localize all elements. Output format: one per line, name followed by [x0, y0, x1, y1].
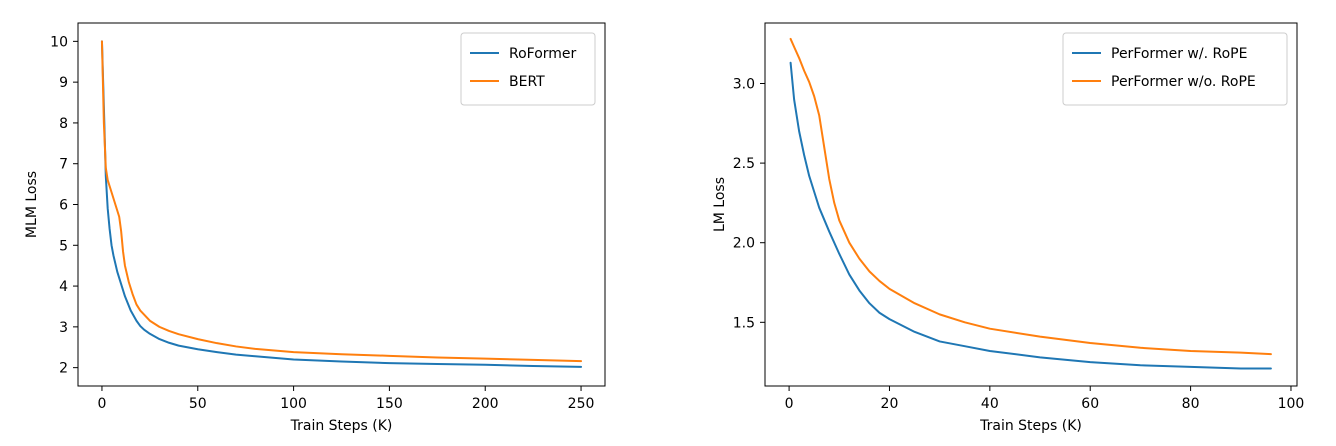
x-tick-label: 150 — [376, 396, 403, 412]
y-tick-label: 6 — [59, 198, 68, 214]
y-tick-label: 2.5 — [733, 156, 755, 172]
x-tick-label: 50 — [189, 396, 207, 412]
y-tick-label: 10 — [50, 34, 68, 50]
legend: RoFormer BERT — [460, 32, 596, 106]
legend-label: PerFormer w/. RoPE — [1111, 46, 1247, 62]
x-tick-label: 20 — [881, 396, 899, 412]
y-tick-label: 8 — [59, 116, 68, 132]
y-tick-label: 3 — [59, 320, 68, 336]
chart-mlm-loss: 0 50 100 150 200 250 2 3 4 5 6 7 8 9 10 Train Steps (K)… — [24, 22, 606, 434]
x-tick-label: 100 — [1278, 396, 1305, 412]
x-tick-label: 250 — [568, 396, 595, 412]
series-line-0 — [100, 40, 583, 368]
legend-label: BERT — [509, 74, 545, 90]
x-tick-label: 200 — [472, 396, 499, 412]
plot-frame — [764, 22, 1298, 387]
x-tick-label: 0 — [97, 396, 106, 412]
x-tick-label: 0 — [785, 396, 794, 412]
y-axis-label: MLM Loss — [24, 171, 40, 238]
legend-box — [1062, 32, 1288, 106]
y-tick-label: 5 — [59, 238, 68, 254]
series-line-1 — [100, 40, 583, 363]
series-line-0 — [789, 61, 1272, 370]
series-line-1 — [789, 37, 1272, 356]
y-tick-label: 7 — [59, 157, 68, 173]
y-tick-label: 4 — [59, 279, 68, 295]
y-axis-label: LM Loss — [712, 177, 728, 232]
legend-label: RoFormer — [509, 46, 577, 62]
y-tick-label: 3.0 — [733, 77, 755, 93]
legend-box — [460, 32, 596, 106]
legend: PerFormer w/. RoPE PerFormer w/o. RoPE — [1062, 32, 1288, 106]
y-tick-label: 9 — [59, 75, 68, 91]
x-axis-label: Train Steps (K) — [979, 418, 1082, 434]
y-tick-label: 2 — [59, 361, 68, 377]
x-tick-label: 100 — [280, 396, 307, 412]
chart-lm-loss: 0 20 40 60 80 100 1.5 2.0 2.5 3.0 Train Steps (K) L… — [712, 22, 1305, 434]
legend-label: PerFormer w/o. RoPE — [1111, 74, 1256, 90]
y-tick-label: 2.0 — [733, 236, 755, 252]
x-tick-label: 40 — [981, 396, 999, 412]
x-tick-label: 60 — [1081, 396, 1099, 412]
x-tick-label: 80 — [1182, 396, 1200, 412]
y-tick-label: 1.5 — [733, 315, 755, 331]
x-axis-label: Train Steps (K) — [290, 418, 393, 434]
